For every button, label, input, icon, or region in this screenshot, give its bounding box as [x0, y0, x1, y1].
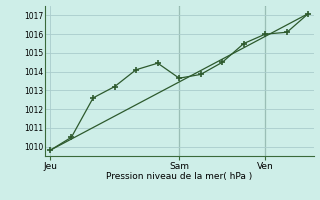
- X-axis label: Pression niveau de la mer( hPa ): Pression niveau de la mer( hPa ): [106, 172, 252, 181]
